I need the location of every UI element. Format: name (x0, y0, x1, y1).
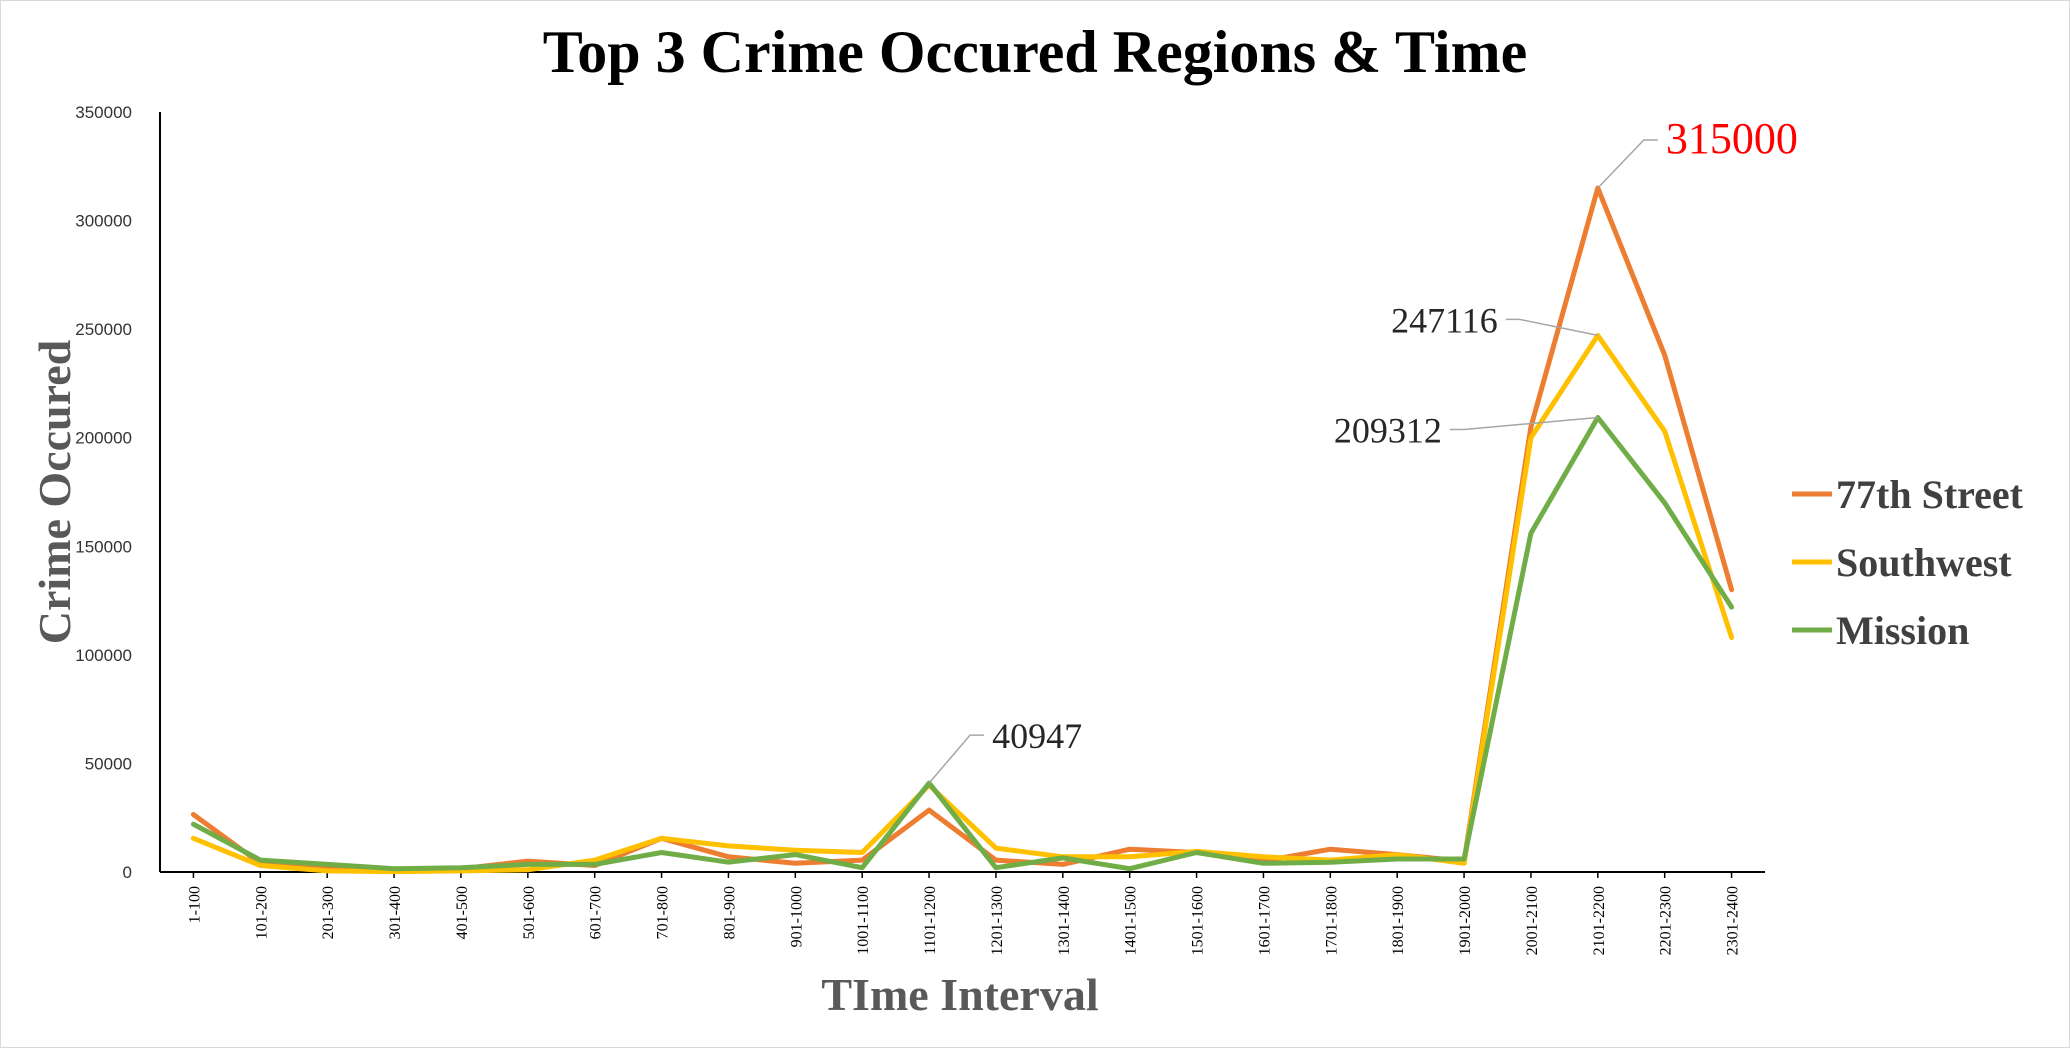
x-tick-label: 901-1000 (788, 886, 805, 947)
x-tick-label: 201-300 (320, 886, 337, 939)
x-tick-label: 2001-2100 (1524, 886, 1541, 955)
x-tick-label: 2301-2400 (1725, 886, 1742, 955)
series-line-77th-street[interactable] (190, 185, 1735, 874)
x-tick-label: 101-200 (253, 886, 270, 939)
x-tick-label: 401-500 (454, 886, 471, 939)
x-tick-label: 1001-1100 (855, 886, 872, 955)
legend-label: Mission (1836, 608, 1969, 653)
x-tick-label: 1901-2000 (1457, 886, 1474, 955)
x-tick-label: 2101-2200 (1591, 886, 1608, 955)
x-tick-label: 1701-1800 (1323, 886, 1340, 955)
x-tick-label: 701-800 (655, 886, 672, 939)
y-tick-label: 300000 (75, 212, 132, 231)
x-tick-label: 1101-1200 (922, 886, 939, 955)
y-tick-label: 50000 (85, 754, 132, 773)
annotation-leader-line (1505, 318, 1598, 337)
x-tick-label: 1201-1300 (989, 886, 1006, 955)
data-annotations: 315000 247116 209312 40947 (928, 114, 1798, 784)
y-axis-ticks: 0 50000 100000 150000 200000 250000 300000 3500… (75, 103, 132, 882)
x-tick-label: 1601-1700 (1256, 886, 1273, 955)
y-tick-label: 350000 (75, 103, 132, 122)
x-tick-label: 1401-1500 (1123, 886, 1140, 955)
legend-label: Southwest (1836, 540, 2012, 585)
y-tick-label: 150000 (75, 537, 132, 556)
legend-label: 77th Street (1836, 472, 2024, 517)
y-tick-label: 250000 (75, 320, 132, 339)
annotation-label: 315000 (1666, 114, 1798, 163)
annotation-label: 40947 (992, 716, 1082, 756)
y-tick-label: 100000 (75, 646, 132, 665)
y-axis-title: Crime Occured (29, 339, 80, 644)
x-tick-label: 301-400 (387, 886, 404, 939)
x-tick-label: 2201-2300 (1658, 886, 1675, 955)
annotation-leader-line (1449, 416, 1598, 431)
x-tick-label: 501-600 (521, 886, 538, 939)
legend[interactable]: 77th Street Southwest Mission (1792, 472, 2024, 653)
series-lines (190, 185, 1735, 875)
annotation-label: 247116 (1391, 300, 1498, 340)
annotation-leader-line (1597, 139, 1658, 189)
x-axis-title: TIme Interval (821, 969, 1098, 1020)
x-tick-label: 1801-1900 (1390, 886, 1407, 955)
y-tick-label: 200000 (75, 429, 132, 448)
x-axis-ticks: 1-100 101-200 201-300 301-400 401-500 501-600… (186, 872, 1742, 955)
annotation-label: 209312 (1334, 410, 1442, 450)
y-tick-label: 0 (123, 863, 132, 882)
series-line-southwest[interactable] (190, 332, 1735, 875)
chart-title: Top 3 Crime Occured Regions & Time (543, 19, 1527, 85)
x-tick-label: 601-700 (588, 886, 605, 939)
x-tick-label: 1-100 (186, 886, 203, 923)
x-tick-label: 1501-1600 (1190, 886, 1207, 955)
x-tick-label: 801-900 (721, 886, 738, 939)
x-tick-label: 1301-1400 (1056, 886, 1073, 955)
series-line-mission[interactable] (190, 415, 1735, 872)
annotation-leader-line (928, 734, 985, 784)
